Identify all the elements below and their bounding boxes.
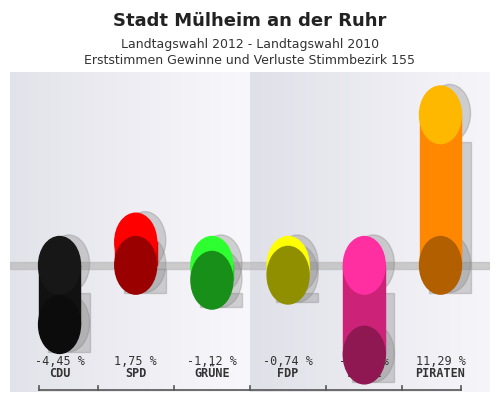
Ellipse shape — [276, 245, 318, 302]
Bar — [10, 262, 490, 269]
Ellipse shape — [191, 252, 233, 309]
Text: -1,12 %: -1,12 % — [187, 355, 237, 368]
Text: -6,73 %: -6,73 % — [340, 355, 389, 368]
Ellipse shape — [200, 250, 242, 308]
Ellipse shape — [344, 236, 385, 294]
Text: Erststimmen Gewinne und Verluste Stimmbezirk 155: Erststimmen Gewinne und Verluste Stimmbe… — [84, 54, 415, 67]
Text: PIRATEN: PIRATEN — [416, 367, 466, 380]
Text: -4,45 %: -4,45 % — [34, 355, 84, 368]
Ellipse shape — [200, 235, 242, 292]
Text: Stadt Mülheim an der Ruhr: Stadt Mülheim an der Ruhr — [114, 12, 386, 30]
Ellipse shape — [276, 235, 318, 292]
Ellipse shape — [420, 86, 462, 144]
Ellipse shape — [352, 235, 395, 292]
Ellipse shape — [352, 325, 395, 382]
Ellipse shape — [124, 212, 166, 269]
Ellipse shape — [267, 236, 309, 294]
Ellipse shape — [420, 236, 462, 294]
Ellipse shape — [38, 236, 80, 294]
Ellipse shape — [428, 235, 470, 292]
Text: FDP: FDP — [278, 367, 299, 380]
Text: CDU: CDU — [49, 367, 70, 380]
Text: Landtagswahl 2012 - Landtagswahl 2010: Landtagswahl 2012 - Landtagswahl 2010 — [121, 38, 379, 51]
Bar — [191, 265, 233, 280]
Ellipse shape — [191, 236, 233, 294]
Ellipse shape — [124, 235, 166, 292]
Ellipse shape — [115, 236, 156, 294]
Bar — [48, 292, 90, 352]
Text: 11,29 %: 11,29 % — [416, 355, 466, 368]
Bar — [276, 292, 318, 302]
Ellipse shape — [48, 235, 90, 292]
Bar — [428, 142, 470, 292]
Text: DIE
LINKE: DIE LINKE — [346, 352, 382, 380]
Bar — [420, 115, 462, 265]
Text: 1,75 %: 1,75 % — [114, 355, 157, 368]
Text: GRÜNE: GRÜNE — [194, 367, 230, 380]
Ellipse shape — [38, 296, 80, 354]
Bar — [38, 265, 80, 325]
Ellipse shape — [48, 294, 90, 352]
Bar — [344, 265, 385, 355]
Text: -0,74 %: -0,74 % — [263, 355, 313, 368]
Text: SPD: SPD — [125, 367, 146, 380]
Bar — [200, 292, 242, 308]
Bar — [267, 265, 309, 275]
Ellipse shape — [344, 326, 385, 384]
Bar — [115, 242, 156, 265]
Ellipse shape — [115, 213, 156, 271]
Bar — [124, 269, 166, 292]
Ellipse shape — [267, 246, 309, 304]
Ellipse shape — [428, 84, 470, 142]
Bar — [352, 292, 395, 382]
